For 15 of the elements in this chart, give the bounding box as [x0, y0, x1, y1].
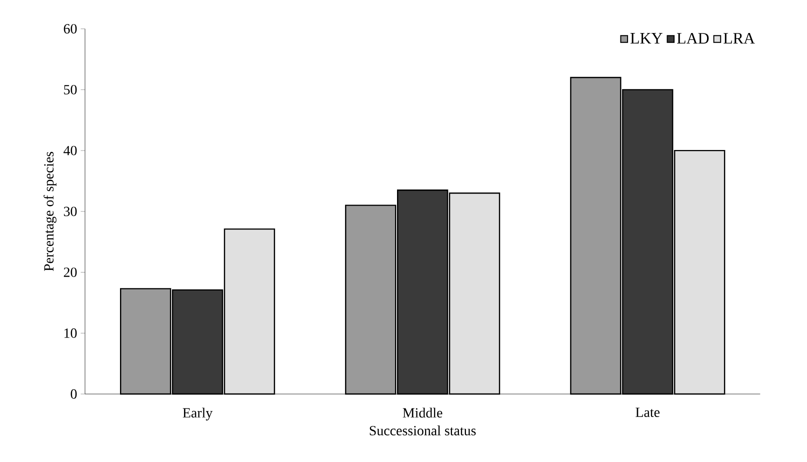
legend-label: LRA	[724, 33, 755, 44]
y-tick-label: 0	[70, 389, 77, 399]
x-tick-label: Late	[636, 408, 660, 418]
x-tick-label: Middle	[402, 408, 442, 418]
legend-label: LAD	[677, 33, 709, 44]
y-tick-label: 50	[64, 84, 77, 94]
y-tick-label: 30	[64, 206, 77, 216]
y-tick-label: 20	[64, 268, 77, 277]
legend-label: LKY	[630, 33, 662, 44]
y-tick-label: 40	[64, 146, 77, 156]
y-tick-label: 10	[64, 328, 77, 338]
y-tick-label: 60	[64, 24, 77, 34]
x-axis-title: Successional status	[370, 426, 476, 436]
y-axis-title: Percentage of species	[44, 152, 56, 272]
x-tick-label: Early	[182, 408, 213, 420]
